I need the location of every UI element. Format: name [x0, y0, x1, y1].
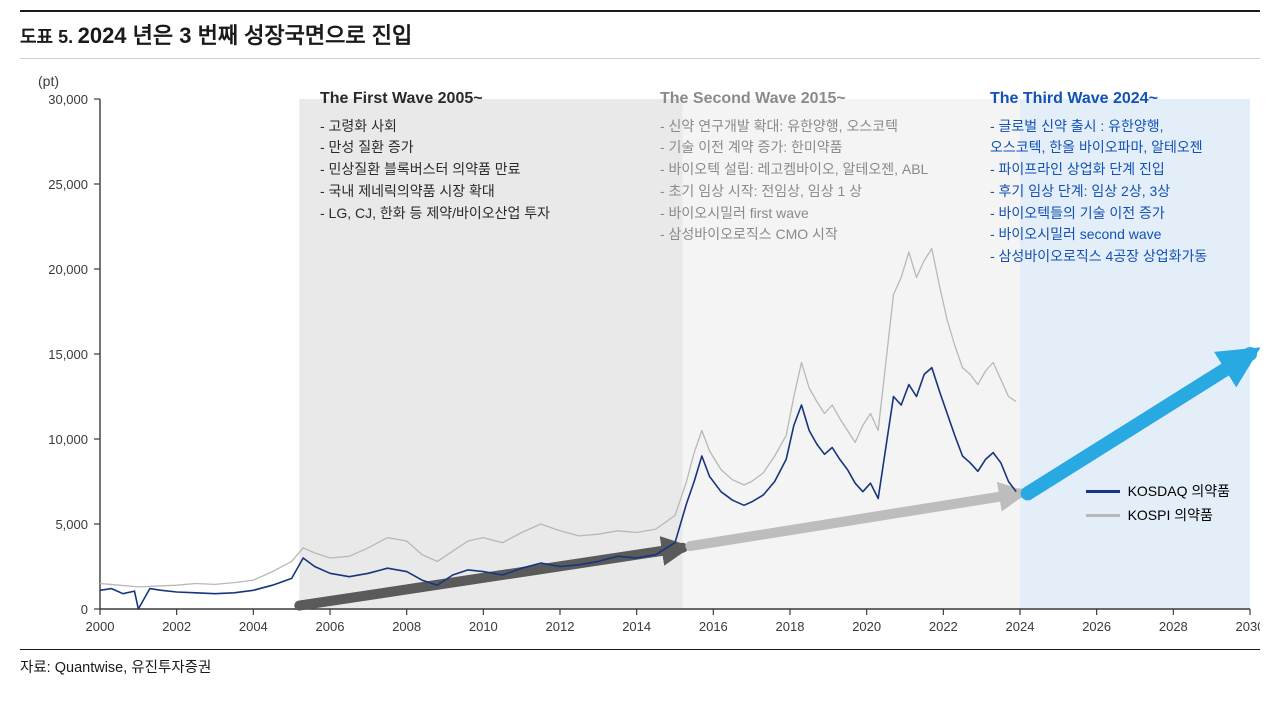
annotation-wave3-line: - 삼성바이오로직스 4공장 상업화가동 — [990, 246, 1207, 268]
svg-text:2030: 2030 — [1236, 619, 1260, 634]
legend-item-kosdaq: KOSDAQ 의약품 — [1086, 481, 1230, 501]
svg-text:2016: 2016 — [699, 619, 728, 634]
annotation-wave3-line: - 글로벌 신약 출시 : 유한양행, — [990, 116, 1207, 138]
svg-text:30,000: 30,000 — [48, 92, 88, 107]
annotation-wave2-line: - 삼성바이오로직스 CMO 시작 — [660, 224, 928, 246]
svg-text:2018: 2018 — [776, 619, 805, 634]
chart-title-bar: 도표 5. 2024 년은 3 번째 성장국면으로 진입 — [20, 10, 1260, 59]
annotation-wave1-line: - 고령화 사회 — [320, 116, 550, 138]
svg-text:2012: 2012 — [546, 619, 575, 634]
legend-swatch — [1086, 514, 1120, 517]
annotation-wave3-line: - 후기 임상 단계: 임상 2상, 3상 — [990, 181, 1207, 203]
annotation-wave2-line: - 바이오텍 설립: 레고켐바이오, 알테오젠, ABL — [660, 159, 928, 181]
annotation-wave2-line: - 초기 임상 시작: 전임상, 임상 1 상 — [660, 181, 928, 203]
svg-text:2000: 2000 — [86, 619, 115, 634]
annotation-wave1-title: The First Wave 2005~ — [320, 87, 550, 112]
annotation-wave3-line: - 바이오시밀러 second wave — [990, 224, 1207, 246]
annotation-wave3-line: 오스코텍, 한올 바이오파마, 알테오젠 — [990, 137, 1207, 159]
svg-text:5,000: 5,000 — [55, 517, 88, 532]
svg-text:2014: 2014 — [622, 619, 651, 634]
figure-label: 도표 5. — [20, 27, 73, 47]
annotation-wave2: The Second Wave 2015~ - 신약 연구개발 확대: 유한양행… — [660, 87, 928, 246]
svg-text:2028: 2028 — [1159, 619, 1188, 634]
figure-title: 2024 년은 3 번째 성장국면으로 진입 — [78, 23, 413, 48]
svg-text:0: 0 — [81, 602, 88, 617]
annotation-wave2-line: - 기술 이전 계약 증가: 한미약품 — [660, 137, 928, 159]
legend-label: KOSDAQ 의약품 — [1128, 481, 1230, 501]
source-footer: 자료: Quantwise, 유진투자증권 — [20, 649, 1260, 677]
svg-text:2008: 2008 — [392, 619, 421, 634]
legend-item-kospi: KOSPI 의약품 — [1086, 505, 1230, 525]
annotation-wave3-line: - 파이프라인 상업화 단계 진입 — [990, 159, 1207, 181]
annotation-wave3-line: - 바이오텍들의 기술 이전 증가 — [990, 203, 1207, 225]
legend-label: KOSPI 의약품 — [1128, 505, 1213, 525]
svg-text:2002: 2002 — [162, 619, 191, 634]
annotation-wave2-title: The Second Wave 2015~ — [660, 87, 928, 112]
svg-text:2026: 2026 — [1082, 619, 1111, 634]
svg-text:2020: 2020 — [852, 619, 881, 634]
svg-text:10,000: 10,000 — [48, 432, 88, 447]
svg-text:2022: 2022 — [929, 619, 958, 634]
annotation-wave2-line: - 신약 연구개발 확대: 유한양행, 오스코텍 — [660, 116, 928, 138]
svg-text:2024: 2024 — [1006, 619, 1035, 634]
svg-text:15,000: 15,000 — [48, 347, 88, 362]
annotation-wave2-line: - 바이오시밀러 first wave — [660, 203, 928, 225]
annotation-wave1-line: - LG, CJ, 한화 등 제약/바이오산업 투자 — [320, 203, 550, 225]
chart-container: (pt) 05,00010,00015,00020,00025,00030,00… — [20, 69, 1260, 649]
svg-text:2010: 2010 — [469, 619, 498, 634]
annotation-wave3-title: The Third Wave 2024~ — [990, 87, 1207, 112]
legend-swatch — [1086, 490, 1120, 493]
svg-text:2004: 2004 — [239, 619, 268, 634]
legend: KOSDAQ 의약품 KOSPI 의약품 — [1086, 477, 1230, 529]
annotation-wave1-line: - 민상질환 블록버스터 의약품 만료 — [320, 159, 550, 181]
annotation-wave1: The First Wave 2005~ - 고령화 사회 - 만성 질환 증가… — [320, 87, 550, 224]
svg-text:25,000: 25,000 — [48, 177, 88, 192]
svg-text:2006: 2006 — [316, 619, 345, 634]
annotation-wave1-line: - 만성 질환 증가 — [320, 137, 550, 159]
annotation-wave1-line: - 국내 제네릭의약품 시장 확대 — [320, 181, 550, 203]
svg-text:20,000: 20,000 — [48, 262, 88, 277]
annotation-wave3: The Third Wave 2024~ - 글로벌 신약 출시 : 유한양행,… — [990, 87, 1207, 268]
